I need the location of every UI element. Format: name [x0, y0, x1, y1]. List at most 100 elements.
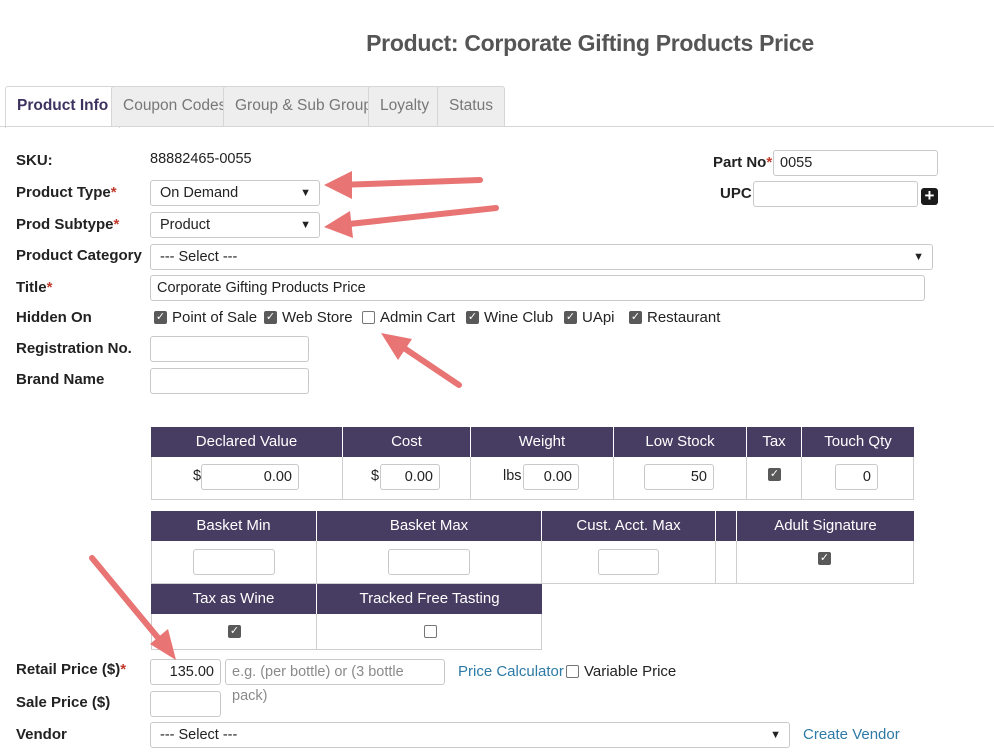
hidden-on-wine-club[interactable]: ✓ Wine Club	[466, 309, 553, 326]
add-upc-plus-icon[interactable]: +	[921, 187, 938, 205]
prod-subtype-value: Product	[160, 217, 210, 233]
tab-group-sub-groups[interactable]: Group & Sub Groups	[223, 86, 392, 127]
retail-price-note-input[interactable]: e.g. (per bottle) or (3 bottle pack)	[225, 659, 445, 704]
arrow-product-type	[324, 171, 483, 199]
sale-price-input[interactable]	[150, 691, 221, 717]
hidden-on-admin-cart[interactable]: Admin Cart	[362, 309, 455, 326]
upc-label: UPC	[720, 185, 752, 202]
checkbox-checked-icon[interactable]: ✓	[629, 311, 642, 324]
cost-input[interactable]: 0.00	[380, 464, 440, 490]
chevron-down-icon: ▼	[913, 251, 924, 263]
checkbox-checked-icon[interactable]: ✓	[264, 311, 277, 324]
chevron-down-icon: ▼	[300, 187, 311, 199]
page-title: Product: Corporate Gifting Products Pric…	[366, 30, 814, 56]
checkbox-label: Variable Price	[584, 663, 677, 680]
header-touch-qty: Touch Qty	[802, 427, 914, 457]
checkbox-unchecked-icon[interactable]	[362, 311, 375, 324]
title-label: Title*	[16, 279, 53, 296]
checkbox-label: Wine Club	[484, 309, 554, 326]
checkbox-checked-icon[interactable]: ✓	[564, 311, 577, 324]
checkbox-label: Restaurant	[647, 309, 721, 326]
vendor-select[interactable]: --- Select --- ▼	[150, 722, 790, 748]
retail-price-label: Retail Price ($)*	[16, 661, 127, 678]
cust-acct-max-input[interactable]	[598, 549, 659, 575]
sale-price-label: Sale Price ($)	[16, 694, 111, 711]
tab-coupon-codes[interactable]: Coupon Codes	[111, 86, 239, 127]
checkbox-label: UApi	[582, 309, 615, 326]
tax-as-wine-checkbox-checked-icon[interactable]: ✓	[228, 625, 241, 638]
weight-unit: lbs	[503, 468, 522, 484]
title-input[interactable]: Corporate Gifting Products Price	[150, 275, 925, 301]
header-weight: Weight	[471, 427, 614, 457]
declared-value-input[interactable]: 0.00	[201, 464, 299, 490]
product-category-label: Product Category	[16, 247, 142, 264]
header-basket-max: Basket Max	[317, 511, 542, 541]
chevron-down-icon: ▼	[300, 219, 311, 231]
product-type-label: Product Type*	[16, 184, 117, 201]
price-calculator-link[interactable]: Price Calculator	[458, 663, 564, 680]
registration-no-label: Registration No.	[16, 340, 132, 357]
checkbox-unchecked-icon[interactable]	[566, 665, 579, 678]
grid-limits: Basket Min Basket Max Cust. Acct. Max Ad…	[151, 511, 914, 584]
upc-input[interactable]	[753, 181, 918, 207]
tab-product-info[interactable]: Product Info	[5, 86, 121, 128]
tabs-divider	[0, 126, 994, 127]
hidden-on-restaurant[interactable]: ✓ Restaurant	[629, 309, 720, 326]
registration-no-input[interactable]	[150, 336, 309, 362]
checkbox-checked-icon[interactable]: ✓	[154, 311, 167, 324]
product-type-select[interactable]: On Demand ▼	[150, 180, 320, 206]
checkbox-label: Admin Cart	[380, 309, 456, 326]
arrow-prod-subtype	[324, 205, 499, 238]
prod-subtype-label: Prod Subtype*	[16, 216, 120, 233]
product-category-value: --- Select ---	[160, 249, 238, 265]
product-type-value: On Demand	[160, 185, 239, 201]
adult-signature-checkbox-checked-icon[interactable]: ✓	[818, 552, 831, 565]
sku-label: SKU:	[16, 152, 53, 169]
brand-name-label: Brand Name	[16, 371, 105, 388]
basket-min-input[interactable]	[193, 549, 275, 575]
vendor-value: --- Select ---	[160, 727, 238, 743]
basket-max-input[interactable]	[388, 549, 470, 575]
declared-value-prefix: $	[193, 468, 202, 484]
header-basket-min: Basket Min	[151, 511, 317, 541]
create-vendor-link[interactable]: Create Vendor	[803, 726, 900, 743]
header-adult-signature: Adult Signature	[737, 511, 914, 541]
header-cost: Cost	[343, 427, 471, 457]
hidden-on-point-of-sale[interactable]: ✓ Point of Sale	[154, 309, 257, 326]
grid-wine: Tax as Wine Tracked Free Tasting ✓	[151, 584, 542, 650]
cost-prefix: $	[371, 468, 380, 484]
part-no-input[interactable]: 0055	[773, 150, 938, 176]
header-tracked-free-tasting: Tracked Free Tasting	[317, 584, 542, 614]
header-blank	[716, 511, 737, 541]
tab-status[interactable]: Status	[437, 86, 505, 127]
prod-subtype-select[interactable]: Product ▼	[150, 212, 320, 238]
header-declared-value: Declared Value	[151, 427, 343, 457]
header-cust-acct-max: Cust. Acct. Max	[542, 511, 716, 541]
hidden-on-web-store[interactable]: ✓ Web Store	[264, 309, 353, 326]
retail-price-input[interactable]: 135.00	[150, 659, 221, 685]
sku-value: 88882465-0055	[150, 151, 252, 167]
header-tax-as-wine: Tax as Wine	[151, 584, 317, 614]
low-stock-input[interactable]: 50	[644, 464, 714, 490]
checkbox-checked-icon[interactable]: ✓	[466, 311, 479, 324]
checkbox-label: Point of Sale	[172, 309, 258, 326]
arrow-admin-cart	[381, 333, 462, 388]
part-no-label: Part No*	[713, 154, 773, 171]
chevron-down-icon: ▼	[770, 729, 781, 741]
tax-checkbox-checked-icon[interactable]: ✓	[768, 468, 781, 481]
variable-price-option[interactable]: Variable Price	[566, 663, 676, 680]
product-category-select[interactable]: --- Select --- ▼	[150, 244, 933, 270]
tracked-free-tasting-checkbox-unchecked-icon[interactable]	[424, 625, 437, 638]
header-low-stock: Low Stock	[614, 427, 747, 457]
tab-loyalty[interactable]: Loyalty	[368, 86, 442, 127]
touch-qty-input[interactable]: 0	[835, 464, 878, 490]
weight-input[interactable]: 0.00	[523, 464, 579, 490]
header-tax: Tax	[747, 427, 802, 457]
hidden-on-label: Hidden On	[16, 309, 92, 326]
checkbox-label: Web Store	[282, 309, 353, 326]
brand-name-input[interactable]	[150, 368, 309, 394]
vendor-label: Vendor	[16, 726, 67, 743]
hidden-on-uapi[interactable]: ✓ UApi	[564, 309, 615, 326]
arrow-retail-price	[89, 555, 176, 660]
